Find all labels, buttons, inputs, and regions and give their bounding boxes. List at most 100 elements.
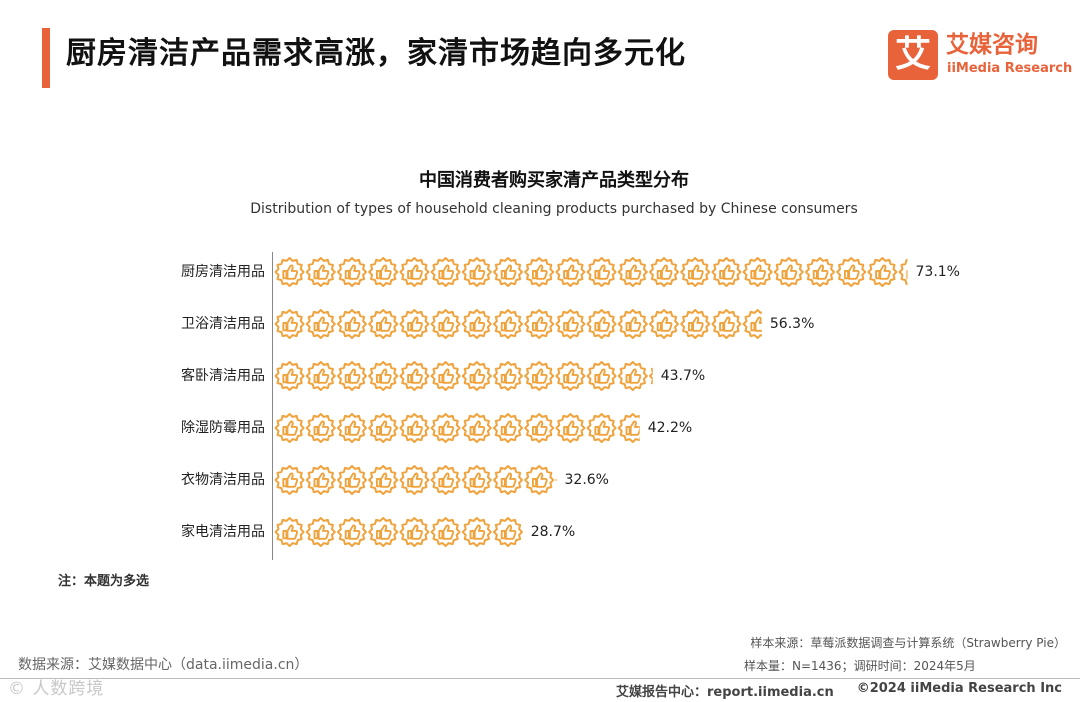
thumbs-up-badge-icon [368, 361, 399, 391]
chart-subtitle: Distribution of types of household clean… [250, 201, 858, 217]
thumbs-up-badge-icon [274, 517, 305, 547]
thumbs-up-badge-icon [399, 413, 430, 443]
thumbs-up-badge-icon [274, 413, 305, 443]
page-title: 厨房清洁产品需求高涨，家清市场趋向多元化 [66, 36, 686, 71]
thumbs-up-badge-icon [337, 257, 367, 287]
thumbs-up-badge-icon [337, 309, 367, 339]
thumbs-up-badge-icon [430, 257, 461, 287]
thumbs-up-badge-icon [742, 257, 773, 287]
thumbs-up-badge-icon [305, 465, 336, 495]
thumbs-up-badge-icon [555, 478, 557, 482]
chart-row: 厨房清洁用品 73.1% [0, 252, 1080, 292]
category-label: 家电清洁用品 [181, 524, 265, 540]
watermark: © 人数跨境 [8, 679, 105, 699]
value-label: 56.3% [769, 316, 815, 332]
thumbs-up-badge-icon [430, 361, 461, 391]
thumbs-up-badge-icon [337, 361, 367, 391]
thumbs-up-badge-icon [337, 413, 367, 443]
thumbs-up-badge-icon [337, 517, 367, 547]
thumbs-up-badge-icon [493, 413, 523, 443]
thumbs-up-badge-icon [649, 309, 679, 339]
value-label: 28.7% [530, 524, 576, 540]
bar-2 [274, 309, 762, 339]
thumbs-up-badge-icon [773, 257, 804, 287]
thumbs-up-badge-icon [430, 413, 461, 443]
brand-logo[interactable]: 艾 艾媒咨询 iiMedia Research [888, 30, 1072, 82]
chart-row: 家电清洁用品 28.7% [0, 512, 1080, 552]
thumbs-up-badge-icon [555, 257, 586, 287]
title-accent-bar [42, 28, 50, 88]
thumbs-up-badge-icon [274, 361, 305, 391]
thumbs-up-badge-icon [617, 309, 648, 339]
thumbs-up-badge-icon [617, 413, 640, 443]
thumbs-up-badge-icon [399, 517, 430, 547]
thumbs-up-badge-icon [430, 309, 461, 339]
thumbs-up-badge-icon [586, 361, 617, 391]
thumbs-up-badge-icon [493, 361, 523, 391]
thumbs-up-badge-icon [368, 257, 399, 287]
chart-row: 卫浴清洁用品 56.3% [0, 304, 1080, 344]
category-axis-line [272, 252, 273, 560]
value-label: 42.2% [647, 420, 693, 436]
value-label: 32.6% [564, 472, 609, 488]
logo-mark: 艾 [888, 30, 938, 80]
value-label: 43.7% [660, 368, 706, 384]
chart-row: 衣物清洁用品 32.6% [0, 460, 1080, 500]
chart-note: 注：本题为多选 [58, 574, 150, 589]
thumbs-up-badge-icon [680, 309, 711, 339]
bar-4 [274, 413, 640, 443]
thumbs-up-badge-icon [368, 413, 399, 443]
thumbs-up-badge-icon [836, 257, 867, 287]
bar-1 [274, 257, 908, 287]
thumbs-up-badge-icon [524, 361, 555, 391]
thumbs-up-badge-icon [368, 309, 399, 339]
thumbs-up-badge-icon [898, 258, 908, 286]
thumbs-up-badge-icon [493, 309, 523, 339]
thumbs-up-badge-icon [586, 413, 617, 443]
data-source: 数据来源：艾媒数据中心（data.iimedia.cn） [18, 657, 309, 673]
thumbs-up-badge-icon [305, 309, 336, 339]
thumbs-up-badge-icon [461, 465, 492, 495]
thumbs-up-badge-icon [617, 361, 648, 391]
thumbs-up-badge-icon [305, 257, 336, 287]
thumbs-up-badge-icon [274, 309, 305, 339]
thumbs-up-badge-icon [461, 361, 492, 391]
bar-6 [274, 517, 523, 547]
category-label: 客卧清洁用品 [181, 368, 265, 384]
sample-source: 样本来源：草莓派数据调查与计算系统（Strawberry Pie） [750, 636, 1066, 650]
thumbs-up-badge-icon [493, 257, 523, 287]
thumbs-up-badge-icon [461, 413, 492, 443]
thumbs-up-badge-icon [711, 309, 742, 339]
thumbs-up-badge-icon [867, 257, 898, 287]
thumbs-up-badge-icon [461, 517, 492, 547]
thumbs-up-badge-icon [649, 367, 653, 385]
thumbs-up-badge-icon [368, 465, 399, 495]
thumbs-up-badge-icon [399, 361, 430, 391]
logo-cn-text: 艾媒咨询 [946, 32, 1038, 58]
sample-size: 样本量：N=1436；调研时间：2024年5月 [744, 659, 976, 673]
chart-row: 客卧清洁用品 43.7% [0, 356, 1080, 396]
bar-3 [274, 361, 653, 391]
value-label: 73.1% [915, 264, 960, 280]
thumbs-up-badge-icon [617, 257, 648, 287]
thumbs-up-badge-icon [711, 257, 742, 287]
thumbs-up-badge-icon [524, 465, 555, 495]
thumbs-up-badge-icon [430, 517, 461, 547]
thumbs-up-badge-icon [649, 257, 679, 287]
footer-copyright: ©2024 iiMedia Research Inc [856, 681, 1062, 696]
thumbs-up-badge-icon [524, 309, 555, 339]
thumbs-up-badge-icon [399, 309, 430, 339]
thumbs-up-badge-icon [680, 257, 711, 287]
chart-title: 中国消费者购买家清产品类型分布 [419, 170, 689, 191]
thumbs-up-badge-icon [430, 465, 461, 495]
thumbs-up-badge-icon [305, 361, 336, 391]
thumbs-up-badge-icon [399, 257, 430, 287]
thumbs-up-badge-icon [555, 361, 586, 391]
thumbs-up-badge-icon [586, 309, 617, 339]
category-label: 除湿防霉用品 [181, 420, 265, 436]
category-label: 衣物清洁用品 [181, 472, 265, 488]
thumbs-up-badge-icon [586, 257, 617, 287]
thumbs-up-badge-icon [461, 257, 492, 287]
category-label: 厨房清洁用品 [181, 264, 265, 280]
footer-report-link[interactable]: 艾媒报告中心：report.iimedia.cn [616, 685, 834, 700]
